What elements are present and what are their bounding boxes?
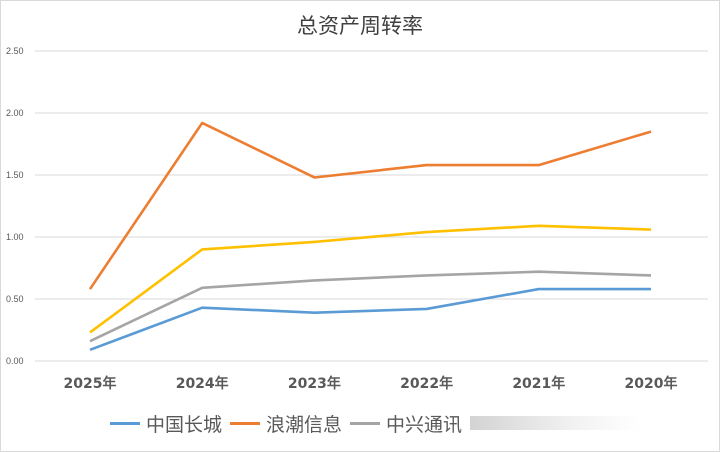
- legend: 中国长城 浪潮信息 中兴通讯: [110, 410, 470, 437]
- x-tick-label: 2021年: [512, 375, 565, 392]
- y-tick-label: 1.00: [6, 232, 24, 242]
- series-line-1: [88, 121, 652, 290]
- x-tick-label: 2022年: [400, 375, 453, 392]
- legend-label: 中国长城: [146, 414, 223, 436]
- x-tick-label: 2025年: [64, 375, 117, 392]
- legend-item-2: 中兴通讯: [350, 410, 462, 437]
- legend-swatch: [230, 422, 261, 425]
- x-tick-label: 2024年: [176, 375, 229, 392]
- legend-label: 中兴通讯: [386, 414, 463, 436]
- series-line-2: [89, 270, 652, 343]
- legend-item-1: 浪潮信息: [230, 410, 342, 437]
- y-tick-label: 2.50: [6, 46, 24, 56]
- watermark-smear: [470, 416, 640, 430]
- y-tick-label: 2.00: [6, 108, 24, 118]
- x-tick-label: 2023年: [288, 375, 341, 392]
- series-line-3: [89, 224, 652, 334]
- legend-swatch: [110, 422, 140, 425]
- series-line-0: [89, 287, 651, 352]
- legend-label: 浪潮信息: [266, 414, 343, 436]
- y-tick-label: 1.50: [6, 170, 24, 180]
- y-tick-label: 0.00: [6, 356, 24, 366]
- x-tick-label: 2020年: [625, 375, 678, 392]
- chart-title: 总资产周转率: [297, 14, 423, 38]
- y-tick-label: 0.50: [6, 294, 24, 304]
- legend-swatch: [350, 422, 381, 425]
- legend-item-0: 中国长城: [110, 410, 222, 437]
